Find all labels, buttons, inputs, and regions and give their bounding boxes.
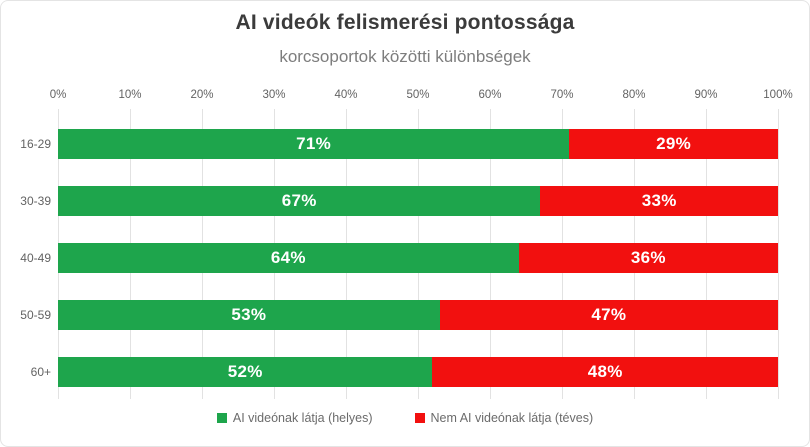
category-label: 50-59 <box>20 308 51 322</box>
bar-row: 67% 33% <box>58 186 778 216</box>
bar-value-label: 33% <box>641 191 677 210</box>
legend: AI videónak látja (helyes) Nem AI videóna… <box>1 411 809 425</box>
bar-segment-incorrect: 47% <box>439 300 778 330</box>
x-axis-tick: 80% <box>622 89 646 101</box>
bar-segment-correct: 71% <box>58 129 570 159</box>
bar-segment-incorrect: 33% <box>540 186 778 216</box>
category-label: 30-39 <box>20 194 51 208</box>
x-axis-tick: 20% <box>190 89 214 101</box>
bar-row: 53% 47% <box>58 300 778 330</box>
bar-value-label: 47% <box>591 305 627 324</box>
y-axis-category-labels: 16-29 30-39 40-49 50-59 60+ <box>1 109 51 399</box>
legend-label: AI videónak látja (helyes) <box>232 411 373 425</box>
x-axis: 0% 10% 20% 30% 40% 50% 60% 70% 80% 90% 100% <box>50 89 793 103</box>
x-axis-tick: 60% <box>478 89 502 101</box>
x-axis-tick: 30% <box>262 89 286 101</box>
chart-subtitle: korcsoportok közötti különbségek <box>279 47 531 66</box>
bar-value-label: 52% <box>227 362 263 381</box>
bar-segment-incorrect: 29% <box>569 129 778 159</box>
bar-segment-incorrect: 48% <box>432 357 778 387</box>
legend-item: AI videónak látja (helyes) <box>216 411 373 425</box>
bar-value-label: 29% <box>656 134 692 153</box>
x-axis-tick: 40% <box>334 89 358 101</box>
legend-swatch-icon <box>414 413 425 423</box>
bar-value-label: 64% <box>270 248 306 267</box>
x-axis-tick: 50% <box>406 89 430 101</box>
bar-row: 52% 48% <box>58 357 778 387</box>
x-axis-tick: 100% <box>763 89 793 101</box>
bar-segment-correct: 52% <box>58 357 433 387</box>
x-axis-tick: 90% <box>694 89 718 101</box>
x-axis-tick: 0% <box>49 89 67 101</box>
bar-segment-correct: 53% <box>58 300 440 330</box>
category-label: 40-49 <box>20 251 51 265</box>
gridline <box>777 109 779 399</box>
legend-swatch-icon <box>216 413 227 423</box>
bar-value-label: 71% <box>296 134 332 153</box>
bar-row: 71% 29% <box>58 129 778 159</box>
category-label: 16-29 <box>20 137 51 151</box>
x-axis-tick: 10% <box>118 89 142 101</box>
bar-value-label: 67% <box>281 191 317 210</box>
x-axis-tick: 70% <box>550 89 574 101</box>
bar-segment-correct: 67% <box>58 186 541 216</box>
legend-label: Nem AI videónak látja (téves) <box>430 411 594 425</box>
bar-value-label: 53% <box>231 305 267 324</box>
bar-value-label: 36% <box>630 248 666 267</box>
plot-area: 71% 29% 67% 33% 64% 36% 53% 47% 52% 48% <box>57 109 779 399</box>
bar-row: 64% 36% <box>58 243 778 273</box>
chart-title: AI videók felismerési pontossága <box>235 11 575 34</box>
bar-segment-incorrect: 36% <box>518 243 778 273</box>
bar-value-label: 48% <box>587 362 623 381</box>
bar-segment-correct: 64% <box>58 243 519 273</box>
category-label: 60+ <box>30 365 51 379</box>
legend-item: Nem AI videónak látja (téves) <box>414 411 594 425</box>
